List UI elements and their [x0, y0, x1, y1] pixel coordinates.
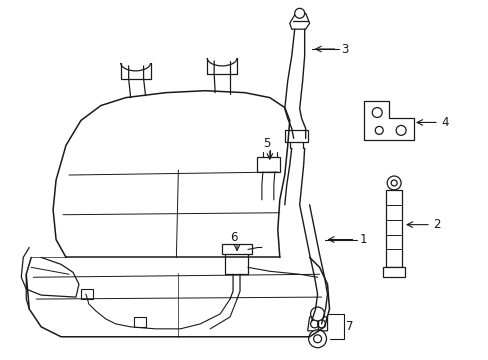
Text: 5: 5	[263, 137, 270, 150]
Circle shape	[310, 307, 324, 321]
Circle shape	[294, 8, 304, 18]
Circle shape	[310, 320, 318, 328]
Circle shape	[371, 108, 382, 117]
Polygon shape	[284, 130, 307, 142]
Polygon shape	[386, 190, 401, 267]
Circle shape	[390, 180, 396, 186]
Polygon shape	[81, 289, 93, 299]
Text: 3: 3	[341, 42, 348, 55]
Text: 7: 7	[346, 320, 353, 333]
Circle shape	[313, 335, 321, 343]
Text: 2: 2	[432, 218, 440, 231]
Polygon shape	[289, 13, 309, 29]
Polygon shape	[364, 100, 413, 140]
Polygon shape	[222, 243, 251, 255]
Text: 6: 6	[230, 231, 237, 244]
Polygon shape	[256, 157, 279, 172]
Text: 1: 1	[359, 233, 366, 246]
Polygon shape	[133, 317, 145, 327]
Text: 4: 4	[440, 116, 447, 129]
Polygon shape	[383, 267, 404, 277]
Circle shape	[374, 126, 383, 134]
Circle shape	[386, 176, 400, 190]
Polygon shape	[307, 317, 327, 331]
Circle shape	[395, 125, 405, 135]
Polygon shape	[224, 252, 247, 274]
Circle shape	[317, 320, 325, 328]
Circle shape	[308, 330, 326, 348]
